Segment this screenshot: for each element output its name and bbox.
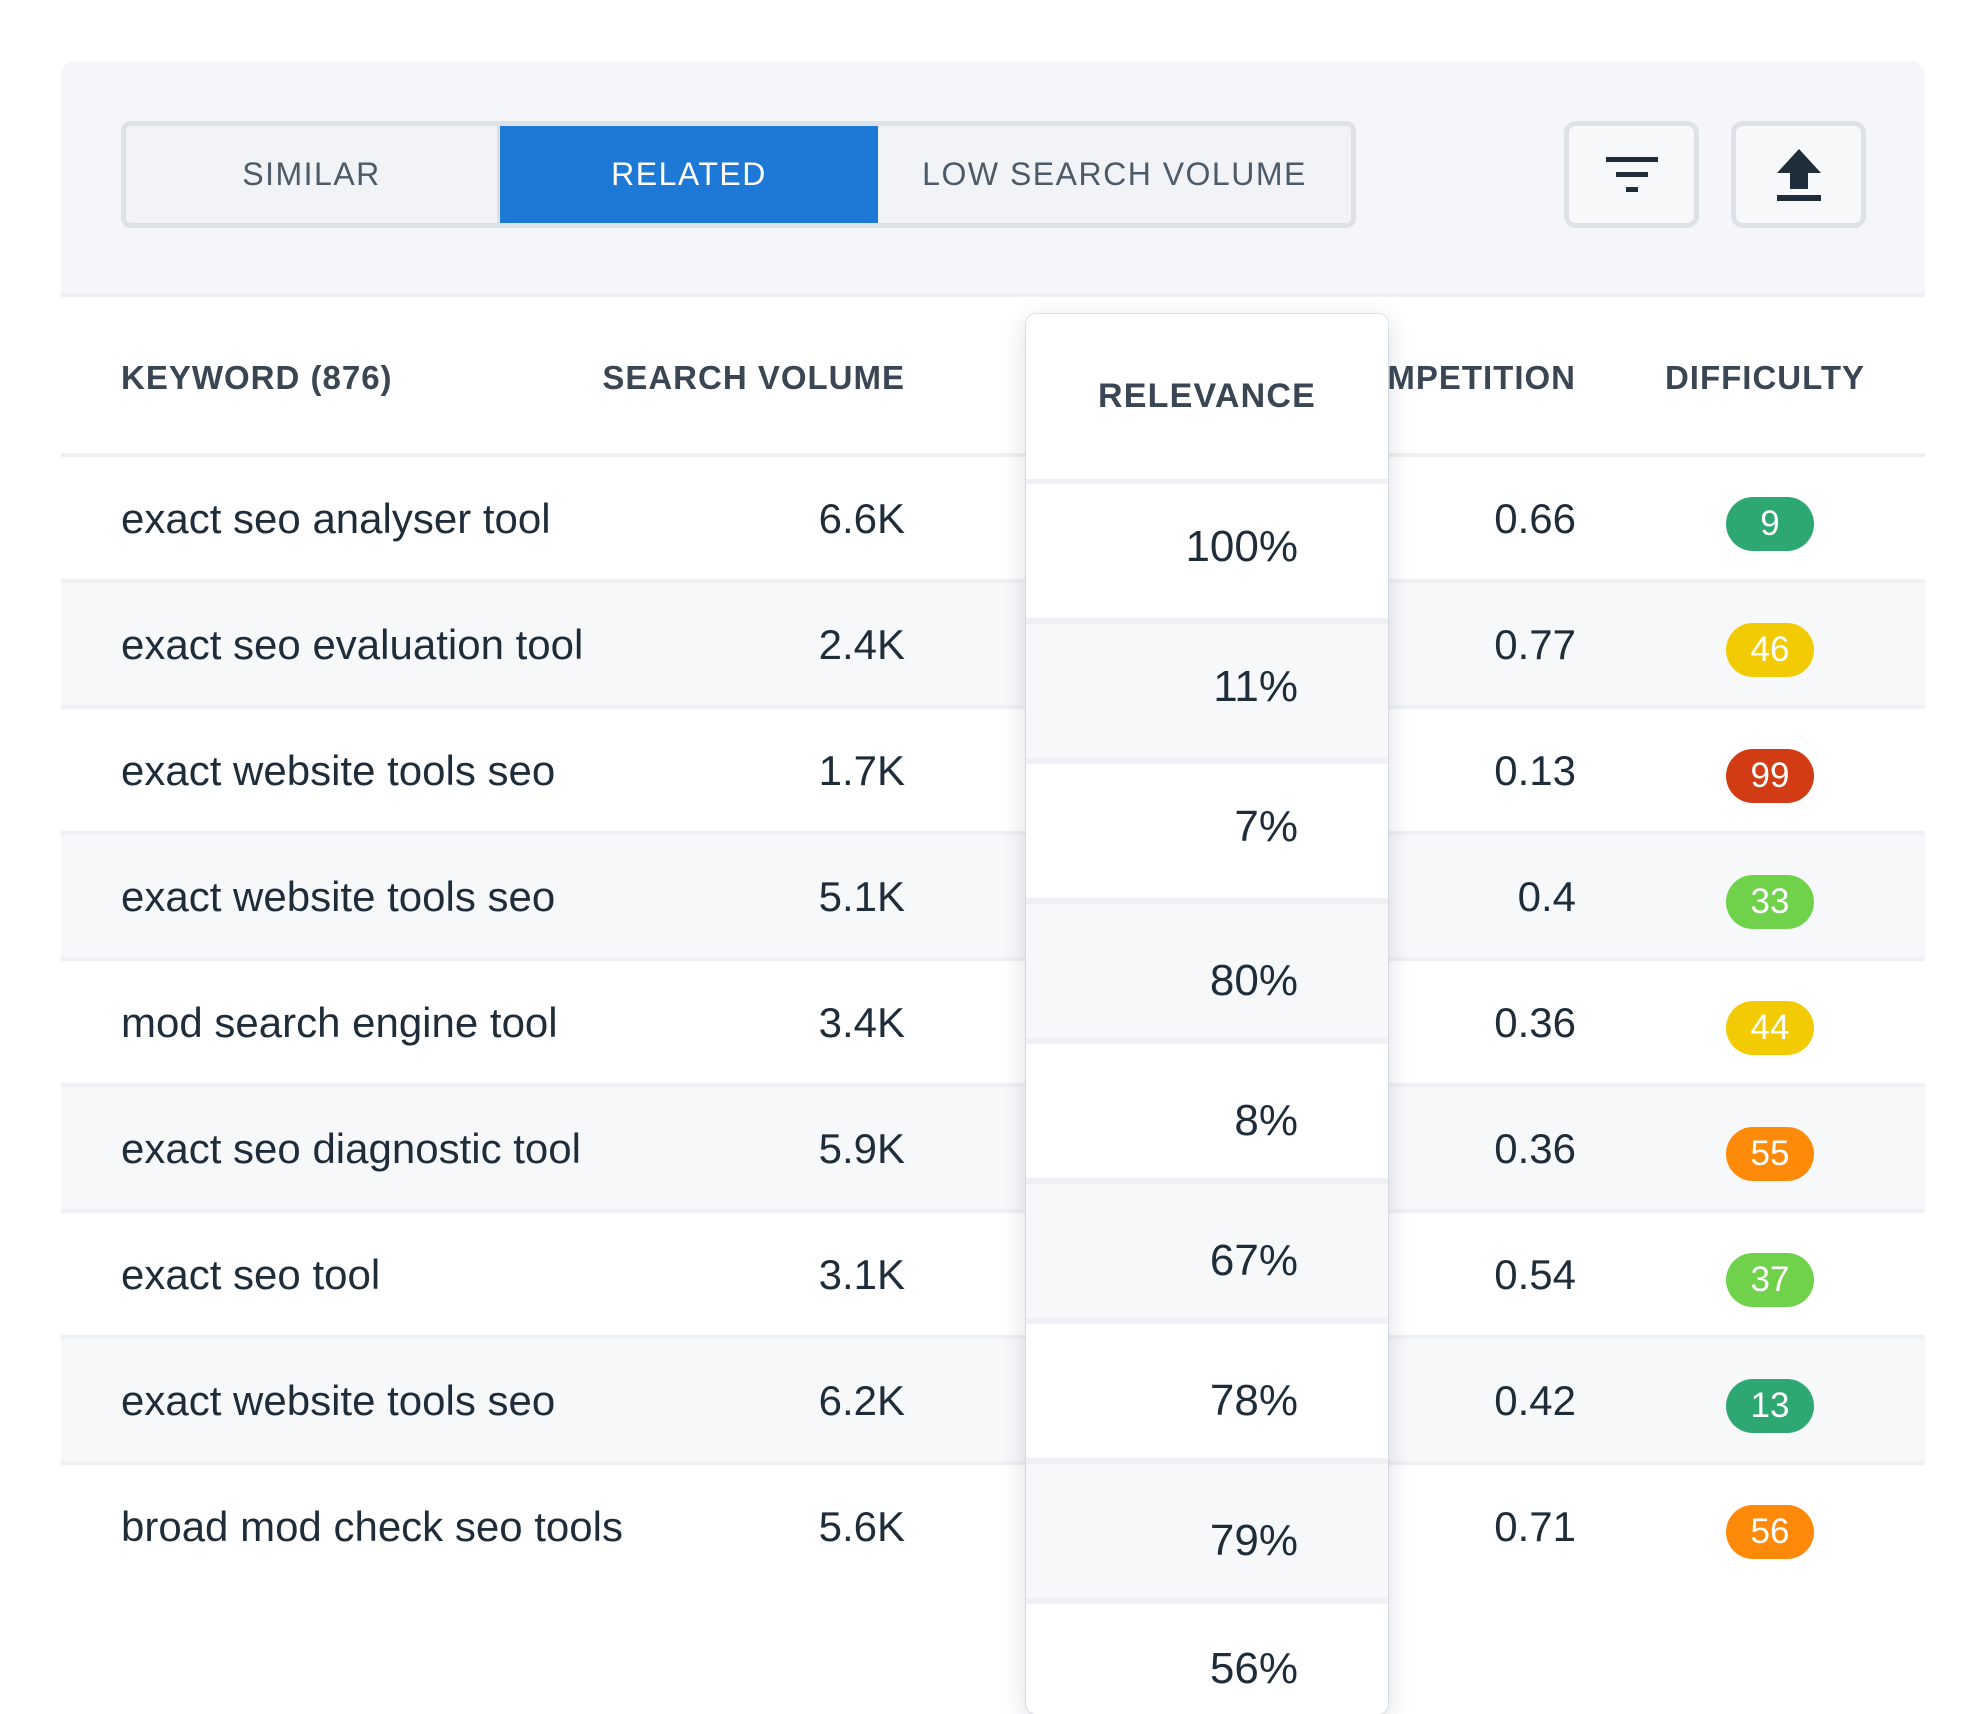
relevance-cell: 78% (1026, 1324, 1388, 1464)
search-volume-cell: 5.9K (818, 1125, 905, 1172)
header-keyword[interactable]: KEYWORD (876) (121, 359, 393, 396)
keyword-cell: exact seo evaluation tool (121, 621, 584, 668)
keyword-cell: mod search engine tool (121, 999, 558, 1046)
relevance-cell: 7% (1026, 764, 1388, 904)
relevance-cell: 67% (1026, 1184, 1388, 1324)
table-row[interactable]: mod search engine tool 3.4K 0.36 44 (61, 957, 1925, 1083)
keyword-cell: broad mod check seo tools (121, 1503, 623, 1550)
relevance-cell: 100% (1026, 484, 1388, 624)
difficulty-badge: 33 (1726, 875, 1814, 929)
table-row[interactable]: exact website tools seo 5.1K 0.4 33 (61, 831, 1925, 957)
header-relevance[interactable]: RELEVANCE (1026, 314, 1388, 484)
keyword-cell: exact website tools seo (121, 747, 556, 794)
difficulty-badge: 13 (1726, 1379, 1814, 1433)
table-row[interactable]: exact seo analyser tool 6.6K 0.66 9 (61, 453, 1925, 579)
table-body: exact seo analyser tool 6.6K 0.66 9 exac… (61, 453, 1925, 1587)
keyword-cell: exact seo tool (121, 1251, 381, 1298)
relevance-value: 11% (1213, 662, 1298, 711)
table-row[interactable]: exact website tools seo 6.2K 0.42 13 (61, 1335, 1925, 1461)
table-row[interactable]: exact seo evaluation tool 2.4K 0.77 46 (61, 579, 1925, 705)
competition-cell: 0.54 (1494, 1251, 1576, 1298)
competition-cell: 0.4 (1517, 873, 1576, 920)
keyword-cell: exact seo diagnostic tool (121, 1125, 581, 1172)
relevance-cell: 80% (1026, 904, 1388, 1044)
upload-icon (1776, 148, 1821, 201)
header-search-volume[interactable]: SEARCH VOLUME (602, 359, 905, 396)
keyword-panel: SIMILAR RELATED LOW SEARCH VOLUME KEYWOR… (61, 61, 1925, 1714)
filter-button[interactable] (1564, 121, 1699, 228)
relevance-cell: 79% (1026, 1464, 1388, 1604)
difficulty-badge: 9 (1726, 497, 1814, 551)
relevance-value: 100% (1185, 522, 1298, 571)
difficulty-badge: 99 (1726, 749, 1814, 803)
tab-similar[interactable]: SIMILAR (126, 126, 500, 223)
search-volume-cell: 2.4K (818, 621, 905, 668)
table-row[interactable]: exact seo tool 3.1K 0.54 37 (61, 1209, 1925, 1335)
tab-related[interactable]: RELATED (500, 126, 878, 223)
relevance-cell: 8% (1026, 1044, 1388, 1184)
relevance-value: 67% (1209, 1236, 1298, 1285)
difficulty-badge: 37 (1726, 1253, 1814, 1307)
relevance-cell: 56% (1026, 1604, 1388, 1714)
keyword-cell: exact seo analyser tool (121, 495, 551, 542)
competition-cell: 0.77 (1494, 621, 1576, 668)
difficulty-badge: 44 (1726, 1001, 1814, 1055)
keyword-cell: exact website tools seo (121, 873, 556, 920)
relevance-value: 7% (1234, 802, 1298, 851)
tab-group: SIMILAR RELATED LOW SEARCH VOLUME (121, 121, 1356, 228)
relevance-cell: 11% (1026, 624, 1388, 764)
competition-cell: 0.66 (1494, 495, 1576, 542)
table-header: KEYWORD (876) SEARCH VOLUME COMPETITION … (61, 293, 1925, 453)
relevance-value: 56% (1209, 1644, 1298, 1693)
table-row[interactable]: exact seo diagnostic tool 5.9K 0.36 55 (61, 1083, 1925, 1209)
search-volume-cell: 6.2K (818, 1377, 905, 1424)
panel-toolbar: SIMILAR RELATED LOW SEARCH VOLUME (61, 61, 1925, 293)
search-volume-cell: 3.4K (818, 999, 905, 1046)
filter-icon (1605, 156, 1658, 192)
difficulty-badge: 46 (1726, 623, 1814, 677)
relevance-value: 8% (1234, 1096, 1298, 1145)
competition-cell: 0.36 (1494, 1125, 1576, 1172)
header-difficulty[interactable]: DIFFICULTY (1664, 359, 1865, 396)
search-volume-cell: 1.7K (818, 747, 905, 794)
table-row[interactable]: exact website tools seo 1.7K 0.13 99 (61, 705, 1925, 831)
competition-cell: 0.36 (1494, 999, 1576, 1046)
search-volume-cell: 3.1K (818, 1251, 905, 1298)
competition-cell: 0.13 (1494, 747, 1576, 794)
relevance-value: 80% (1209, 956, 1298, 1005)
search-volume-cell: 5.6K (818, 1503, 905, 1550)
competition-cell: 0.71 (1494, 1503, 1576, 1550)
difficulty-badge: 56 (1726, 1505, 1814, 1559)
relevance-value: 78% (1209, 1376, 1298, 1425)
table-row[interactable]: broad mod check seo tools 5.6K 0.71 56 (61, 1461, 1925, 1587)
tab-low-search-volume[interactable]: LOW SEARCH VOLUME (878, 126, 1351, 223)
relevance-value: 79% (1209, 1516, 1298, 1565)
difficulty-badge: 55 (1726, 1127, 1814, 1181)
search-volume-cell: 5.1K (818, 873, 905, 920)
competition-cell: 0.42 (1494, 1377, 1576, 1424)
relevance-column-card[interactable]: RELEVANCE 100% 11% 7% 80% 8% 67% 78% 79%… (1026, 314, 1388, 1714)
search-volume-cell: 6.6K (818, 495, 905, 542)
export-button[interactable] (1731, 121, 1866, 228)
keyword-cell: exact website tools seo (121, 1377, 556, 1424)
